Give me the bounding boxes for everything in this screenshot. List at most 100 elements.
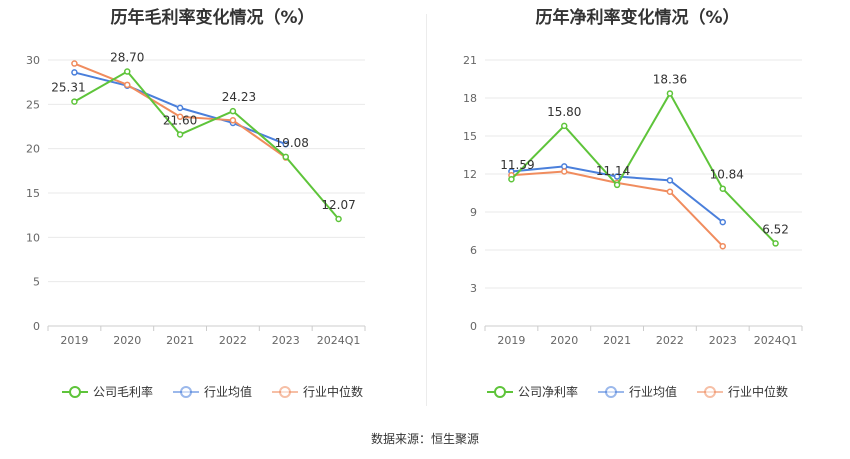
legend-circle (279, 385, 291, 398)
y-tick-label: 0 (470, 320, 477, 333)
net-margin-legend: 公司净利率 行业均值 行业中位数 (425, 383, 850, 400)
data-point (561, 163, 568, 170)
x-tick-label: 2019 (497, 334, 525, 347)
legend-marker-icon (61, 385, 88, 398)
net-margin-chart-panel: 历年净利率变化情况（%） 0 3 6 9 12 15 18 21 2019 2020 2021 202… (425, 0, 850, 459)
data-point (71, 69, 78, 76)
legend-label: 行业均值 (203, 385, 252, 399)
y-tick-label: 30 (26, 54, 40, 67)
data-point (508, 175, 515, 183)
data-label: 10.84 (710, 168, 744, 182)
y-tick-label: 21 (463, 54, 477, 67)
x-tick-label: 2024Q1 (317, 334, 361, 347)
data-point (71, 98, 78, 105)
y-tick-label: 9 (470, 206, 477, 219)
legend-marker-icon (272, 385, 298, 398)
y-tick-label: 20 (26, 143, 40, 156)
gross-margin-chart-title: 历年毛利率变化情况（%） (110, 8, 315, 28)
data-point (282, 140, 289, 148)
data-label: 18.36 (653, 72, 687, 86)
net-margin-chart-title: 历年净利率变化情况（%） (535, 8, 740, 28)
legend-label: 公司毛利率 (92, 385, 153, 399)
y-tick-label: 18 (463, 92, 477, 105)
y-tick-label: 25 (26, 98, 40, 111)
data-label: 28.70 (110, 51, 144, 65)
legend-item[interactable]: 行业中位数 (272, 383, 363, 400)
legend-label: 行业中位数 (303, 385, 364, 399)
legend-item[interactable]: 行业均值 (597, 383, 677, 400)
legend-circle (604, 385, 617, 398)
gross-margin-legend: 公司毛利率 行业均值 行业中位数 (0, 383, 425, 400)
legend-circle (179, 385, 192, 398)
legend-marker-icon (486, 385, 513, 398)
legend-label: 公司净利率 (517, 385, 578, 399)
y-tick-label: 3 (470, 282, 477, 295)
net-margin-chart: 0 3 6 9 12 15 18 21 2019 2020 2021 2022 2023 2024Q1 11… (463, 54, 803, 347)
data-point (666, 90, 674, 97)
legend-marker-icon (697, 385, 723, 398)
data-label: 11.14 (596, 164, 630, 178)
data-label: 11.59 (500, 158, 534, 172)
legend-item[interactable]: 行业均值 (172, 383, 252, 400)
data-label: 19.08 (275, 136, 309, 150)
x-tick-label: 2020 (113, 334, 141, 347)
x-tick-label: 2019 (60, 334, 88, 347)
data-label: 12.07 (321, 198, 355, 212)
y-tick-label: 6 (470, 244, 477, 257)
y-tick-label: 12 (463, 168, 477, 181)
legend-marker-icon (597, 385, 624, 398)
data-point (124, 68, 131, 75)
x-tick-label: 2022 (656, 334, 684, 347)
legend-item[interactable]: 公司毛利率 (61, 383, 153, 400)
data-point (719, 185, 726, 192)
data-point (176, 104, 184, 112)
data-point (772, 240, 779, 247)
y-tick-label: 0 (33, 320, 40, 333)
data-point (666, 188, 674, 195)
data-point (666, 177, 674, 184)
y-tick-label: 10 (26, 231, 40, 244)
legend-circle (704, 385, 716, 398)
legend-item[interactable]: 公司净利率 (486, 383, 578, 400)
data-point (282, 153, 289, 161)
data-point (176, 113, 184, 120)
legend-label: 行业中位数 (728, 385, 789, 399)
legend-circle (68, 385, 81, 398)
x-tick-label: 2020 (550, 334, 578, 347)
data-label: 6.52 (762, 222, 789, 236)
data-source-note: 数据来源：恒生聚源 (370, 432, 479, 446)
x-tick-label: 2023 (272, 334, 300, 347)
data-point (176, 131, 184, 138)
series-line (73, 70, 340, 220)
data-label: 15.80 (547, 105, 581, 119)
data-point (229, 117, 237, 124)
x-tick-label: 2022 (219, 334, 247, 347)
data-label: 24.23 (222, 90, 256, 104)
data-label: 25.31 (51, 81, 85, 95)
legend-marker-icon (172, 385, 199, 398)
data-point (719, 218, 726, 226)
legend-label: 行业均值 (628, 385, 677, 399)
data-point (719, 242, 726, 250)
data-point (613, 181, 621, 189)
y-tick-label: 15 (26, 187, 40, 200)
data-point (335, 215, 342, 223)
data-point (561, 168, 568, 175)
data-point (561, 122, 568, 130)
legend-circle (493, 385, 506, 398)
data-point (124, 81, 131, 89)
data-point (613, 173, 621, 180)
x-tick-label: 2021 (166, 334, 194, 347)
panel-divider (426, 14, 427, 406)
series-line (510, 91, 777, 245)
y-tick-label: 5 (33, 276, 40, 289)
data-point (71, 60, 78, 67)
y-tick-label: 15 (463, 130, 477, 143)
gross-margin-chart-panel: 历年毛利率变化情况（%） 0 5 10 15 20 25 30 2019 2020 2021 202… (0, 8, 425, 400)
x-tick-label: 2024Q1 (754, 334, 798, 347)
gross-margin-chart: 0 5 10 15 20 25 30 2019 2020 2021 2022 2023 2024Q1 25… (26, 51, 366, 347)
legend-item[interactable]: 行业中位数 (697, 383, 788, 400)
x-tick-label: 2021 (603, 334, 631, 347)
data-label: 21.60 (163, 113, 197, 127)
x-tick-label: 2023 (709, 334, 737, 347)
